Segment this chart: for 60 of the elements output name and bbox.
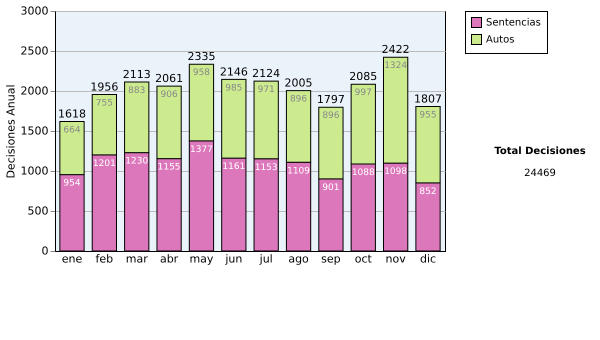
total-label: 1956 <box>90 80 118 94</box>
data-label: 896 <box>290 94 308 105</box>
x-tick-label: sep <box>321 252 341 266</box>
x-tick-label: ene <box>62 252 82 266</box>
data-label: 1109 <box>287 166 310 176</box>
x-tick-label: ago <box>288 252 310 266</box>
data-label: 997 <box>354 88 372 98</box>
total-label: 2124 <box>252 67 280 80</box>
data-label: 1153 <box>254 162 278 173</box>
data-label: 1324 <box>384 61 408 72</box>
x-tick-label: feb <box>96 252 114 266</box>
total-label: 2146 <box>220 65 248 78</box>
y-tick-label: 2000 <box>20 84 48 98</box>
data-label: 755 <box>96 98 113 109</box>
total-label: 1618 <box>58 108 86 121</box>
data-label: 1161 <box>222 162 246 172</box>
y-tick-label: 3000 <box>20 4 48 18</box>
data-label: 852 <box>419 186 437 197</box>
y-tick-label: 2500 <box>20 44 48 58</box>
data-label: 1088 <box>352 168 376 178</box>
data-label: 1098 <box>384 167 408 178</box>
data-label: 954 <box>63 178 81 189</box>
x-tick-label: jun <box>224 252 242 266</box>
data-label: 901 <box>322 182 340 193</box>
total-label: 1807 <box>414 92 442 106</box>
legend-label: Sentencias <box>486 18 541 28</box>
y-tick-label: 0 <box>42 244 48 258</box>
data-label: 883 <box>128 86 146 96</box>
data-label: 1377 <box>190 144 213 155</box>
x-tick-label: may <box>189 252 214 266</box>
total-label: 2085 <box>349 70 378 84</box>
data-label: 1155 <box>158 162 181 173</box>
x-tick-label: abr <box>160 252 179 266</box>
y-tick-label: 500 <box>28 204 48 218</box>
total-label: 2113 <box>122 68 151 81</box>
data-label: 958 <box>192 68 210 78</box>
data-label: 1201 <box>92 158 116 169</box>
data-label: 985 <box>225 83 242 94</box>
y-tick-label: 1000 <box>20 164 48 178</box>
data-label: 1230 <box>125 156 148 167</box>
total-label: 2422 <box>382 43 410 56</box>
data-label: 955 <box>419 110 437 120</box>
x-tick-label: dic <box>420 252 436 266</box>
x-tick-label: oct <box>354 252 373 266</box>
y-axis-title: Decisiones Anual <box>4 84 18 179</box>
data-label: 664 <box>63 126 81 136</box>
data-label: 906 <box>160 90 178 100</box>
y-tick-label: 1500 <box>20 124 48 138</box>
data-label: 971 <box>258 85 275 96</box>
legend-label: Autos <box>486 34 514 46</box>
total-label: 2061 <box>155 72 184 86</box>
total-label: 1797 <box>316 93 345 106</box>
total-label: 2335 <box>187 50 216 64</box>
x-tick-label: jul <box>258 252 273 266</box>
total-label: 2005 <box>284 76 313 90</box>
data-label: 896 <box>322 111 340 122</box>
x-tick-label: nov <box>386 252 406 266</box>
text: Total Decisiones <box>494 146 586 157</box>
text: 24469 <box>524 168 556 179</box>
x-tick-label: mar <box>126 252 148 266</box>
